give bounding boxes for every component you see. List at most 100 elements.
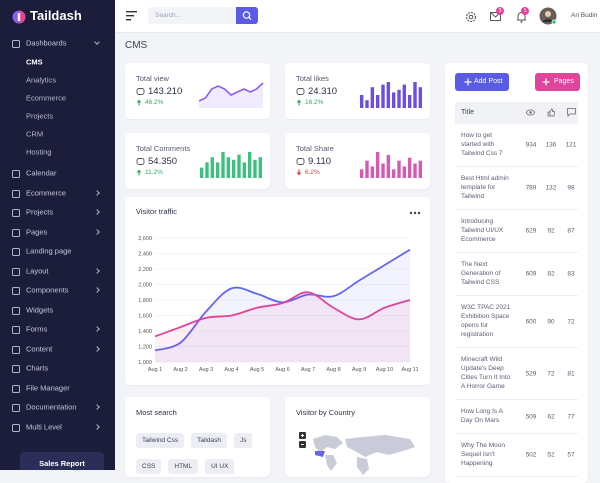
spark-bar — [359, 95, 364, 108]
bell-badge: 1 — [521, 7, 529, 15]
submenu-label: CRM — [26, 129, 44, 138]
x-tick-label: Aug 2 — [173, 367, 187, 373]
post-count: 600 — [525, 318, 537, 325]
post-title: W3C TPAC 2021 Exhibition Space opens for… — [461, 304, 511, 338]
country-card: Visitor by Country — [285, 397, 430, 477]
stat-change: 11.2% — [145, 169, 163, 176]
menu-label: Widgets — [26, 305, 54, 315]
menu-label: Projects — [26, 207, 54, 217]
menu-item[interactable]: Multi Level — [0, 417, 115, 437]
icon-shape — [136, 158, 145, 165]
spark-bar — [199, 167, 204, 178]
spark-bar — [391, 169, 396, 178]
posts-panel: Add Post Pages Title How to get started … — [445, 63, 588, 483]
submenu-item[interactable]: Projects — [0, 107, 115, 125]
pages-label: Pages — [554, 78, 574, 85]
post-title: Best Html admin template for Tailwind — [461, 175, 509, 200]
menu-icon — [12, 209, 20, 218]
arrow-shape — [296, 169, 302, 176]
spark-bar — [370, 87, 375, 108]
search-tag[interactable]: UI UX — [205, 459, 235, 474]
chart: Visitor traffic 1,000 1,200 1,400 1,600 1,80… — [136, 207, 421, 373]
search-tag[interactable]: Tailwind Css — [136, 433, 185, 448]
y-tick-label: 1,400 — [138, 329, 152, 335]
spark-bar — [375, 152, 380, 178]
icon-shape — [296, 88, 305, 95]
sales-report-button[interactable]: Sales Report — [20, 452, 104, 470]
search-input[interactable]: Search... — [148, 7, 236, 24]
post-title: Why The Moon Sequel Isn't Happening — [461, 442, 505, 467]
spark-bar — [397, 160, 401, 178]
pages-button[interactable]: Pages — [535, 73, 580, 91]
x-tick-label: Aug 8 — [326, 367, 340, 373]
menu-item[interactable]: Ecommerce — [0, 183, 115, 203]
stat-label: Total Share — [296, 144, 334, 153]
table-row[interactable]: The Next Generation of Tailwind CSS 609 82… — [455, 253, 578, 296]
search-tag[interactable]: HTML — [168, 459, 199, 474]
settings-icon[interactable] — [465, 11, 477, 23]
menu-item[interactable]: File Manager — [0, 378, 115, 398]
post-count: 57 — [567, 451, 575, 459]
series-area — [155, 292, 410, 362]
search-tag[interactable]: CSS — [136, 459, 162, 474]
menu-item[interactable]: Forms — [0, 320, 115, 340]
table-row[interactable]: How Long Is A Day On Mars 509 62 77 — [455, 400, 578, 434]
add-post-button[interactable]: Add Post — [455, 73, 509, 91]
submenu-item[interactable]: Hosting — [0, 143, 115, 161]
menu-chevron — [94, 38, 100, 45]
stat-icon — [136, 88, 145, 95]
menu-item[interactable]: Dashboards — [0, 33, 115, 53]
table-body: How to get started with Tailwind Css 7 93… — [455, 124, 578, 477]
menu-item[interactable]: Layout — [0, 261, 115, 281]
menu-item[interactable]: Calendar — [0, 164, 115, 184]
search-tag[interactable]: Js — [233, 433, 253, 448]
menu-item[interactable]: Components — [0, 281, 115, 301]
menu-label: Forms — [26, 324, 48, 334]
arrow-shape — [296, 99, 302, 106]
post-title: How Long Is A Day On Mars — [461, 408, 503, 424]
search-tag[interactable]: Taildash — [191, 433, 227, 448]
menu-icon — [12, 404, 20, 413]
menu-label: Charts — [26, 363, 49, 373]
table-row[interactable]: Minecraft Wild Update's Deep Cities Turn… — [455, 348, 578, 400]
menu-item[interactable]: Documentation — [0, 398, 115, 418]
sparkline — [199, 152, 263, 178]
country-title: Visitor by Country — [296, 408, 356, 417]
menu-item[interactable]: Charts — [0, 359, 115, 379]
table-row[interactable]: Best Html admin template for Tailwind 789… — [455, 167, 578, 210]
table-header: Title — [455, 102, 578, 124]
menu-item[interactable]: Pages — [0, 222, 115, 242]
visitor-traffic-card: Visitor traffic 1,000 1,200 1,400 1,600 1,80… — [125, 197, 430, 385]
likes-icon — [547, 108, 555, 117]
spark-bar — [397, 89, 401, 108]
stat-change: 16.2% — [305, 99, 324, 106]
menu-icon — [12, 228, 20, 237]
more-button[interactable] — [409, 211, 421, 215]
table-row[interactable]: Introducing Tailwind UI/UX Ecommerce 629 9… — [455, 210, 578, 253]
menu-item[interactable]: Projects — [0, 203, 115, 223]
y-tick-label: 2,400 — [138, 252, 152, 258]
menu-label: Calendar — [26, 168, 57, 178]
sparkline — [198, 82, 264, 108]
user-name[interactable]: Ari Budin — [571, 12, 598, 19]
menu-item[interactable]: Landing page — [0, 242, 115, 262]
avatar[interactable] — [539, 7, 557, 25]
submenu-item[interactable]: CRM — [0, 125, 115, 143]
x-tick-label: Aug 11 — [401, 367, 418, 373]
menu-chevron — [94, 404, 100, 411]
submenu-item[interactable]: Ecommerce — [0, 89, 115, 107]
stat-label: Total likes — [296, 74, 329, 83]
spark-bar — [359, 169, 364, 178]
submenu-item[interactable]: CMS — [0, 53, 115, 71]
search-button[interactable] — [236, 7, 258, 24]
submenu-item[interactable]: Analytics — [0, 71, 115, 89]
stat-value: 24.310 — [308, 86, 338, 97]
sparkline — [359, 152, 423, 178]
menu-toggle[interactable] — [126, 10, 138, 21]
menu-item[interactable]: Content — [0, 339, 115, 359]
table-row[interactable]: How to get started with Tailwind Css 7 93… — [455, 124, 578, 167]
post-count: 509 — [525, 413, 537, 420]
table-row[interactable]: W3C TPAC 2021 Exhibition Space opens for… — [455, 296, 578, 348]
table-row[interactable]: Why The Moon Sequel Isn't Happening 502 52… — [455, 434, 578, 477]
menu-item[interactable]: Widgets — [0, 300, 115, 320]
